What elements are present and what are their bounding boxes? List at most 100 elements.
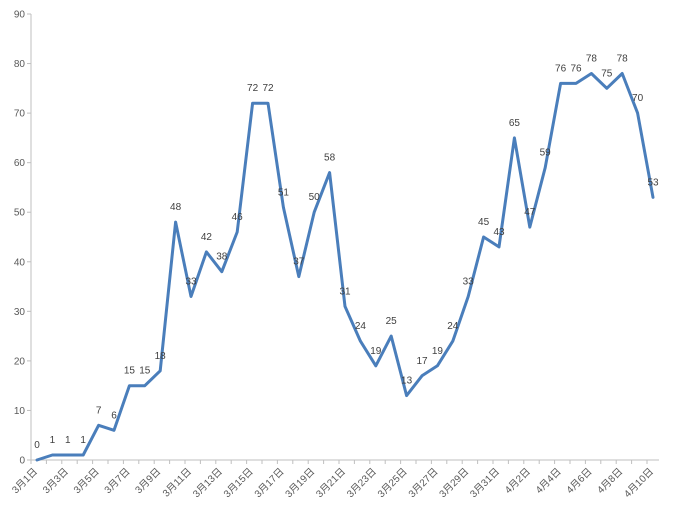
data-label: 15 bbox=[139, 366, 151, 377]
data-point bbox=[467, 295, 470, 298]
data-point bbox=[497, 245, 501, 249]
data-point bbox=[436, 364, 439, 368]
data-point bbox=[359, 339, 362, 343]
data-point bbox=[605, 87, 608, 90]
data-label: 1 bbox=[50, 435, 56, 446]
data-point bbox=[174, 220, 177, 224]
data-point bbox=[189, 295, 193, 298]
data-point bbox=[236, 230, 239, 234]
x-tick-label: 4月8日 bbox=[595, 466, 625, 496]
data-label: 42 bbox=[201, 232, 213, 243]
data-label: 72 bbox=[262, 83, 274, 94]
data-label: 50 bbox=[309, 192, 321, 203]
x-tick-label: 3月13日 bbox=[190, 466, 224, 500]
x-tick-label: 3月21日 bbox=[314, 466, 348, 500]
y-tick-label: 80 bbox=[14, 59, 26, 70]
data-point bbox=[651, 196, 655, 199]
data-point bbox=[451, 339, 454, 343]
data-label: 1 bbox=[80, 435, 86, 446]
data-point bbox=[128, 384, 131, 387]
data-label: 47 bbox=[524, 207, 536, 218]
data-label: 24 bbox=[355, 321, 367, 332]
data-point bbox=[205, 250, 208, 254]
data-point bbox=[513, 136, 516, 140]
data-label: 53 bbox=[647, 177, 659, 188]
x-tick-label: 3月7日 bbox=[102, 466, 132, 496]
data-point bbox=[220, 270, 223, 273]
data-point bbox=[559, 82, 562, 85]
data-label: 7 bbox=[96, 405, 102, 416]
data-label: 46 bbox=[232, 212, 244, 223]
data-label: 72 bbox=[247, 83, 259, 94]
data-point bbox=[374, 364, 377, 368]
data-label: 65 bbox=[509, 118, 521, 129]
x-tick-label: 4月6日 bbox=[564, 466, 594, 496]
data-point bbox=[282, 206, 285, 209]
series bbox=[35, 72, 655, 462]
data-label: 1 bbox=[65, 435, 71, 446]
data-label: 78 bbox=[586, 53, 598, 64]
x-tick-label: 3月25日 bbox=[375, 466, 409, 500]
data-point bbox=[420, 374, 424, 377]
x-tick-label: 3月11日 bbox=[160, 466, 194, 500]
x-tick-label: 3月3日 bbox=[40, 466, 70, 496]
x-tick-label: 3月31日 bbox=[468, 466, 502, 500]
x-tick-label: 3月15日 bbox=[221, 466, 255, 500]
data-point bbox=[297, 275, 300, 278]
data-label: 76 bbox=[570, 63, 582, 74]
data-label: 51 bbox=[278, 187, 290, 198]
x-tick-label: 3月29日 bbox=[437, 466, 471, 500]
data-point bbox=[66, 453, 70, 457]
series-line bbox=[35, 72, 655, 462]
data-point bbox=[51, 453, 54, 457]
data-point bbox=[405, 394, 408, 397]
x-tick-label: 4月10日 bbox=[622, 466, 656, 500]
data-point bbox=[112, 429, 116, 432]
y-tick-label: 20 bbox=[14, 356, 26, 367]
data-label: 76 bbox=[555, 63, 567, 74]
x-tick-label: 4月4日 bbox=[533, 466, 563, 496]
data-point bbox=[390, 334, 393, 338]
x-tick-label: 3月9日 bbox=[133, 466, 163, 496]
data-label: 24 bbox=[447, 321, 459, 332]
data-point bbox=[159, 369, 162, 372]
x-tick-label: 3月19日 bbox=[283, 466, 317, 500]
y-tick-label: 30 bbox=[14, 307, 26, 318]
y-tick-label: 90 bbox=[14, 10, 26, 21]
data-label: 19 bbox=[432, 346, 444, 357]
data-label: 33 bbox=[185, 276, 197, 287]
data-label: 45 bbox=[478, 217, 490, 228]
data-point bbox=[636, 111, 639, 115]
x-tick-label: 4月2日 bbox=[502, 466, 532, 496]
x-tick-label: 3月5日 bbox=[71, 466, 101, 496]
x-tick-label: 3月17日 bbox=[252, 466, 286, 500]
y-tick-label: 60 bbox=[14, 158, 26, 169]
data-point bbox=[251, 102, 254, 105]
data-label: 59 bbox=[540, 148, 552, 159]
data-label: 58 bbox=[324, 153, 336, 164]
data-label: 70 bbox=[632, 93, 644, 104]
y-tick-label: 50 bbox=[14, 208, 26, 219]
data-point bbox=[328, 171, 331, 174]
data-label: 13 bbox=[401, 376, 413, 387]
data-point bbox=[621, 72, 624, 75]
data-point bbox=[590, 72, 593, 75]
x-tick-label: 3月27日 bbox=[406, 466, 440, 500]
data-label: 31 bbox=[339, 286, 351, 297]
y-tick-label: 10 bbox=[14, 406, 26, 417]
data-label: 43 bbox=[493, 227, 505, 238]
y-axis: 0 10 20 30 40 50 60 70 80 90 bbox=[14, 10, 32, 467]
data-label: 0 bbox=[34, 440, 40, 451]
x-tick-label: 3月1日 bbox=[10, 466, 40, 496]
data-label: 17 bbox=[416, 356, 428, 367]
y-tick-label: 70 bbox=[14, 109, 26, 120]
y-tick-label: 40 bbox=[14, 257, 26, 268]
data-label: 48 bbox=[170, 202, 182, 213]
data-label: 18 bbox=[155, 351, 167, 362]
data-point bbox=[143, 384, 146, 387]
data-label: 15 bbox=[124, 366, 136, 377]
data-point bbox=[313, 211, 316, 214]
data-label: 25 bbox=[386, 316, 398, 327]
data-point bbox=[266, 102, 270, 105]
